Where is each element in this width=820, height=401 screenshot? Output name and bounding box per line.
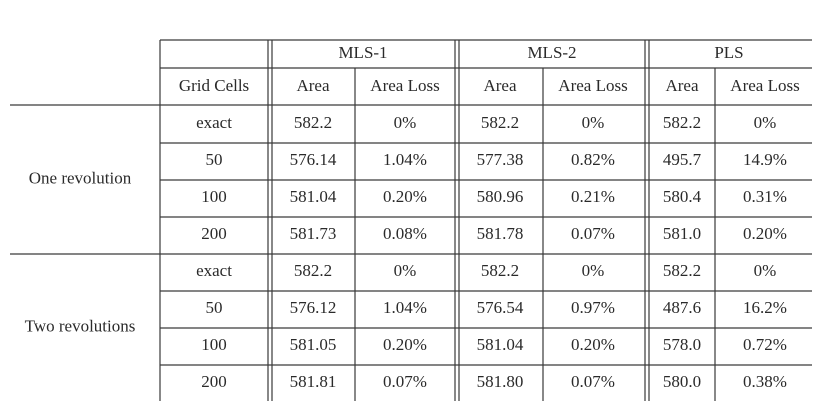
cell: 0.21% <box>571 187 615 206</box>
cell: 0% <box>754 113 777 132</box>
cell: 576.12 <box>290 298 337 317</box>
row-group-label: Two revolutions <box>25 316 136 335</box>
group-header: MLS-2 <box>527 43 576 62</box>
cell: 581.05 <box>290 335 337 354</box>
column-header: Area <box>296 76 329 95</box>
cell: 14.9% <box>743 150 787 169</box>
cell: 0.07% <box>571 372 615 391</box>
cell: 582.2 <box>294 261 332 280</box>
column-header: Area Loss <box>730 76 799 95</box>
cell: 581.78 <box>477 224 524 243</box>
column-header: Area Loss <box>558 76 627 95</box>
group-header: PLS <box>714 43 743 62</box>
column-header: Area Loss <box>370 76 439 95</box>
cell: 581.73 <box>290 224 337 243</box>
cell: 200 <box>201 372 227 391</box>
cell: 487.6 <box>663 298 701 317</box>
cell: 581.81 <box>290 372 337 391</box>
cell: 1.04% <box>383 298 427 317</box>
cell: 495.7 <box>663 150 702 169</box>
cell: 582.2 <box>294 113 332 132</box>
cell: 581.0 <box>663 224 701 243</box>
cell: 0.07% <box>571 224 615 243</box>
cell: 0.20% <box>383 335 427 354</box>
column-header: Area <box>483 76 516 95</box>
cell: 0% <box>394 113 417 132</box>
cell: 100 <box>201 335 227 354</box>
cell: 581.04 <box>290 187 337 206</box>
cell: 0% <box>582 261 605 280</box>
cell: 582.2 <box>481 113 519 132</box>
cell: 0.82% <box>571 150 615 169</box>
cell: 582.2 <box>663 261 701 280</box>
cell: 581.04 <box>477 335 524 354</box>
cell: 580.4 <box>663 187 702 206</box>
cell: 582.2 <box>481 261 519 280</box>
cell: 582.2 <box>663 113 701 132</box>
group-header: MLS-1 <box>338 43 387 62</box>
cell: 200 <box>201 224 227 243</box>
cell: 576.14 <box>290 150 337 169</box>
row-group-label: One revolution <box>29 168 132 187</box>
cell: 0.97% <box>571 298 615 317</box>
cell: 581.80 <box>477 372 524 391</box>
table-rules <box>10 39 812 401</box>
cell: 0.38% <box>743 372 787 391</box>
cell: exact <box>196 261 232 280</box>
column-header: Grid Cells <box>179 76 249 95</box>
cell: 580.0 <box>663 372 701 391</box>
cell: 0.72% <box>743 335 787 354</box>
cell: 0.07% <box>383 372 427 391</box>
cell: 0% <box>582 113 605 132</box>
cell: 0% <box>394 261 417 280</box>
cell: 576.54 <box>477 298 524 317</box>
cell: 100 <box>201 187 227 206</box>
column-header: Area <box>665 76 698 95</box>
cell: 578.0 <box>663 335 701 354</box>
cell: 0.31% <box>743 187 787 206</box>
cell: 0.08% <box>383 224 427 243</box>
cell: 0.20% <box>743 224 787 243</box>
cell: exact <box>196 113 232 132</box>
cell: 50 <box>206 150 223 169</box>
cell: 0.20% <box>571 335 615 354</box>
cell: 0.20% <box>383 187 427 206</box>
cell: 50 <box>206 298 223 317</box>
cell: 1.04% <box>383 150 427 169</box>
cell: 577.38 <box>477 150 524 169</box>
cell: 580.96 <box>477 187 524 206</box>
cell: 16.2% <box>743 298 787 317</box>
cell: 0% <box>754 261 777 280</box>
